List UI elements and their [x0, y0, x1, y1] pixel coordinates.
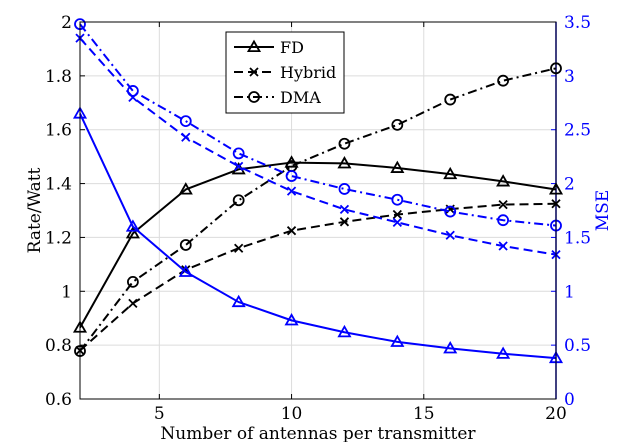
- legend-label: DMA: [280, 88, 321, 107]
- plot-frame: [79, 21, 557, 400]
- data-point-circle: [126, 275, 139, 288]
- data-point-triangle: [178, 264, 193, 277]
- data-point-triangle: [125, 226, 140, 239]
- data-point-cross: [249, 67, 259, 77]
- right-y-axis-title: MSE: [593, 190, 613, 231]
- legend-item: FD: [234, 38, 304, 57]
- series-group-2: [75, 199, 561, 356]
- data-point-triangle: [496, 346, 511, 359]
- legend-item: Hybrid: [234, 63, 336, 82]
- tick-labels: 5 10 15 200.60.811.21.41.61.8200.511.522.53…: [45, 13, 591, 424]
- x-tick-label: 15: [413, 404, 435, 424]
- data-point-triangle: [231, 294, 246, 308]
- data-point-circle: [179, 239, 192, 251]
- legend-item: DMA: [234, 88, 321, 107]
- data-point-triangle: [390, 160, 405, 173]
- series-line-6: [79, 23, 557, 227]
- left-y-tick-label: 1.8: [45, 67, 72, 87]
- legend: FD Hybrid DMA: [225, 31, 345, 114]
- data-point-cross: [128, 298, 138, 309]
- data-point-circle: [391, 193, 404, 206]
- data-point-cross: [286, 226, 297, 236]
- data-point-triangle: [496, 174, 511, 187]
- data-point-circle: [338, 183, 351, 195]
- data-point-cross: [339, 204, 350, 215]
- data-point-circle: [285, 170, 298, 182]
- right-y-tick-label: 3.5: [564, 13, 591, 33]
- legend-label: Hybrid: [280, 63, 336, 82]
- data-point-cross: [286, 186, 297, 196]
- series-line-2: [79, 202, 557, 352]
- data-point-cross: [339, 217, 350, 227]
- data-point-cross: [392, 209, 402, 220]
- x-tick-label: 5: [154, 404, 165, 424]
- right-y-tick-label: 2: [564, 175, 575, 195]
- data-point-cross: [445, 230, 455, 240]
- series-group-6: [74, 18, 562, 232]
- left-y-tick-label: 1.2: [45, 228, 72, 248]
- x-axis-title: Number of antennas per transmitter: [160, 424, 476, 442]
- right-y-tick-label: 3: [564, 67, 575, 87]
- data-point-circle: [232, 147, 245, 160]
- data-point-circle: [126, 85, 139, 97]
- x-tick-label: 20: [545, 404, 567, 424]
- data-point-triangle: [178, 182, 193, 195]
- legend-box: [225, 31, 345, 114]
- data-point-triangle: [284, 313, 299, 326]
- left-y-tick-label: 1.4: [45, 175, 72, 195]
- data-point-cross: [498, 199, 508, 210]
- series-line-1: [79, 161, 557, 329]
- data-point-triangle: [337, 324, 352, 338]
- series-line-3: [79, 67, 557, 352]
- data-point-circle: [232, 194, 245, 207]
- series-line-4: [79, 113, 557, 360]
- data-point-circle: [338, 137, 351, 150]
- right-y-tick-label: 2.5: [564, 121, 591, 141]
- data-point-cross: [392, 217, 402, 227]
- left-y-tick-label: 2: [61, 13, 72, 33]
- data-point-cross: [234, 161, 244, 171]
- data-point-cross: [181, 132, 191, 142]
- right-y-tick-label: 0.5: [564, 336, 591, 356]
- left-y-tick-label: 0.6: [45, 390, 72, 410]
- left-y-axis-title: Rate/Watt: [25, 167, 45, 253]
- data-point-circle: [179, 115, 192, 127]
- data-point-cross: [498, 241, 508, 251]
- data-point-cross: [234, 243, 244, 253]
- data-point-triangle: [337, 156, 352, 169]
- left-y-tick-label: 1.6: [45, 121, 72, 141]
- series-group-4: [72, 106, 564, 364]
- data-point-circle: [248, 91, 260, 103]
- data-point-circle: [497, 214, 510, 227]
- right-y-tick-label: 0: [564, 390, 575, 410]
- right-y-tick-label: 1: [564, 282, 575, 302]
- data-point-circle: [444, 93, 457, 106]
- series-line-5: [79, 37, 557, 256]
- data-point-circle: [444, 205, 457, 218]
- data-point-triangle: [443, 166, 458, 180]
- data-point-triangle: [390, 334, 405, 347]
- data-point-triangle: [125, 219, 140, 232]
- data-point-triangle: [246, 39, 262, 53]
- legend-label: FD: [280, 38, 304, 57]
- right-y-tick-label: 1.5: [564, 228, 591, 248]
- legend-items: FD Hybrid DMA: [234, 38, 336, 107]
- x-tick-label: 10: [281, 404, 303, 424]
- data-point-triangle: [443, 341, 458, 354]
- left-y-tick-label: 0.8: [45, 336, 72, 356]
- series-lines: [72, 18, 564, 364]
- data-point-circle: [497, 74, 510, 87]
- data-point-circle: [391, 118, 404, 131]
- left-y-tick-label: 1: [61, 282, 72, 302]
